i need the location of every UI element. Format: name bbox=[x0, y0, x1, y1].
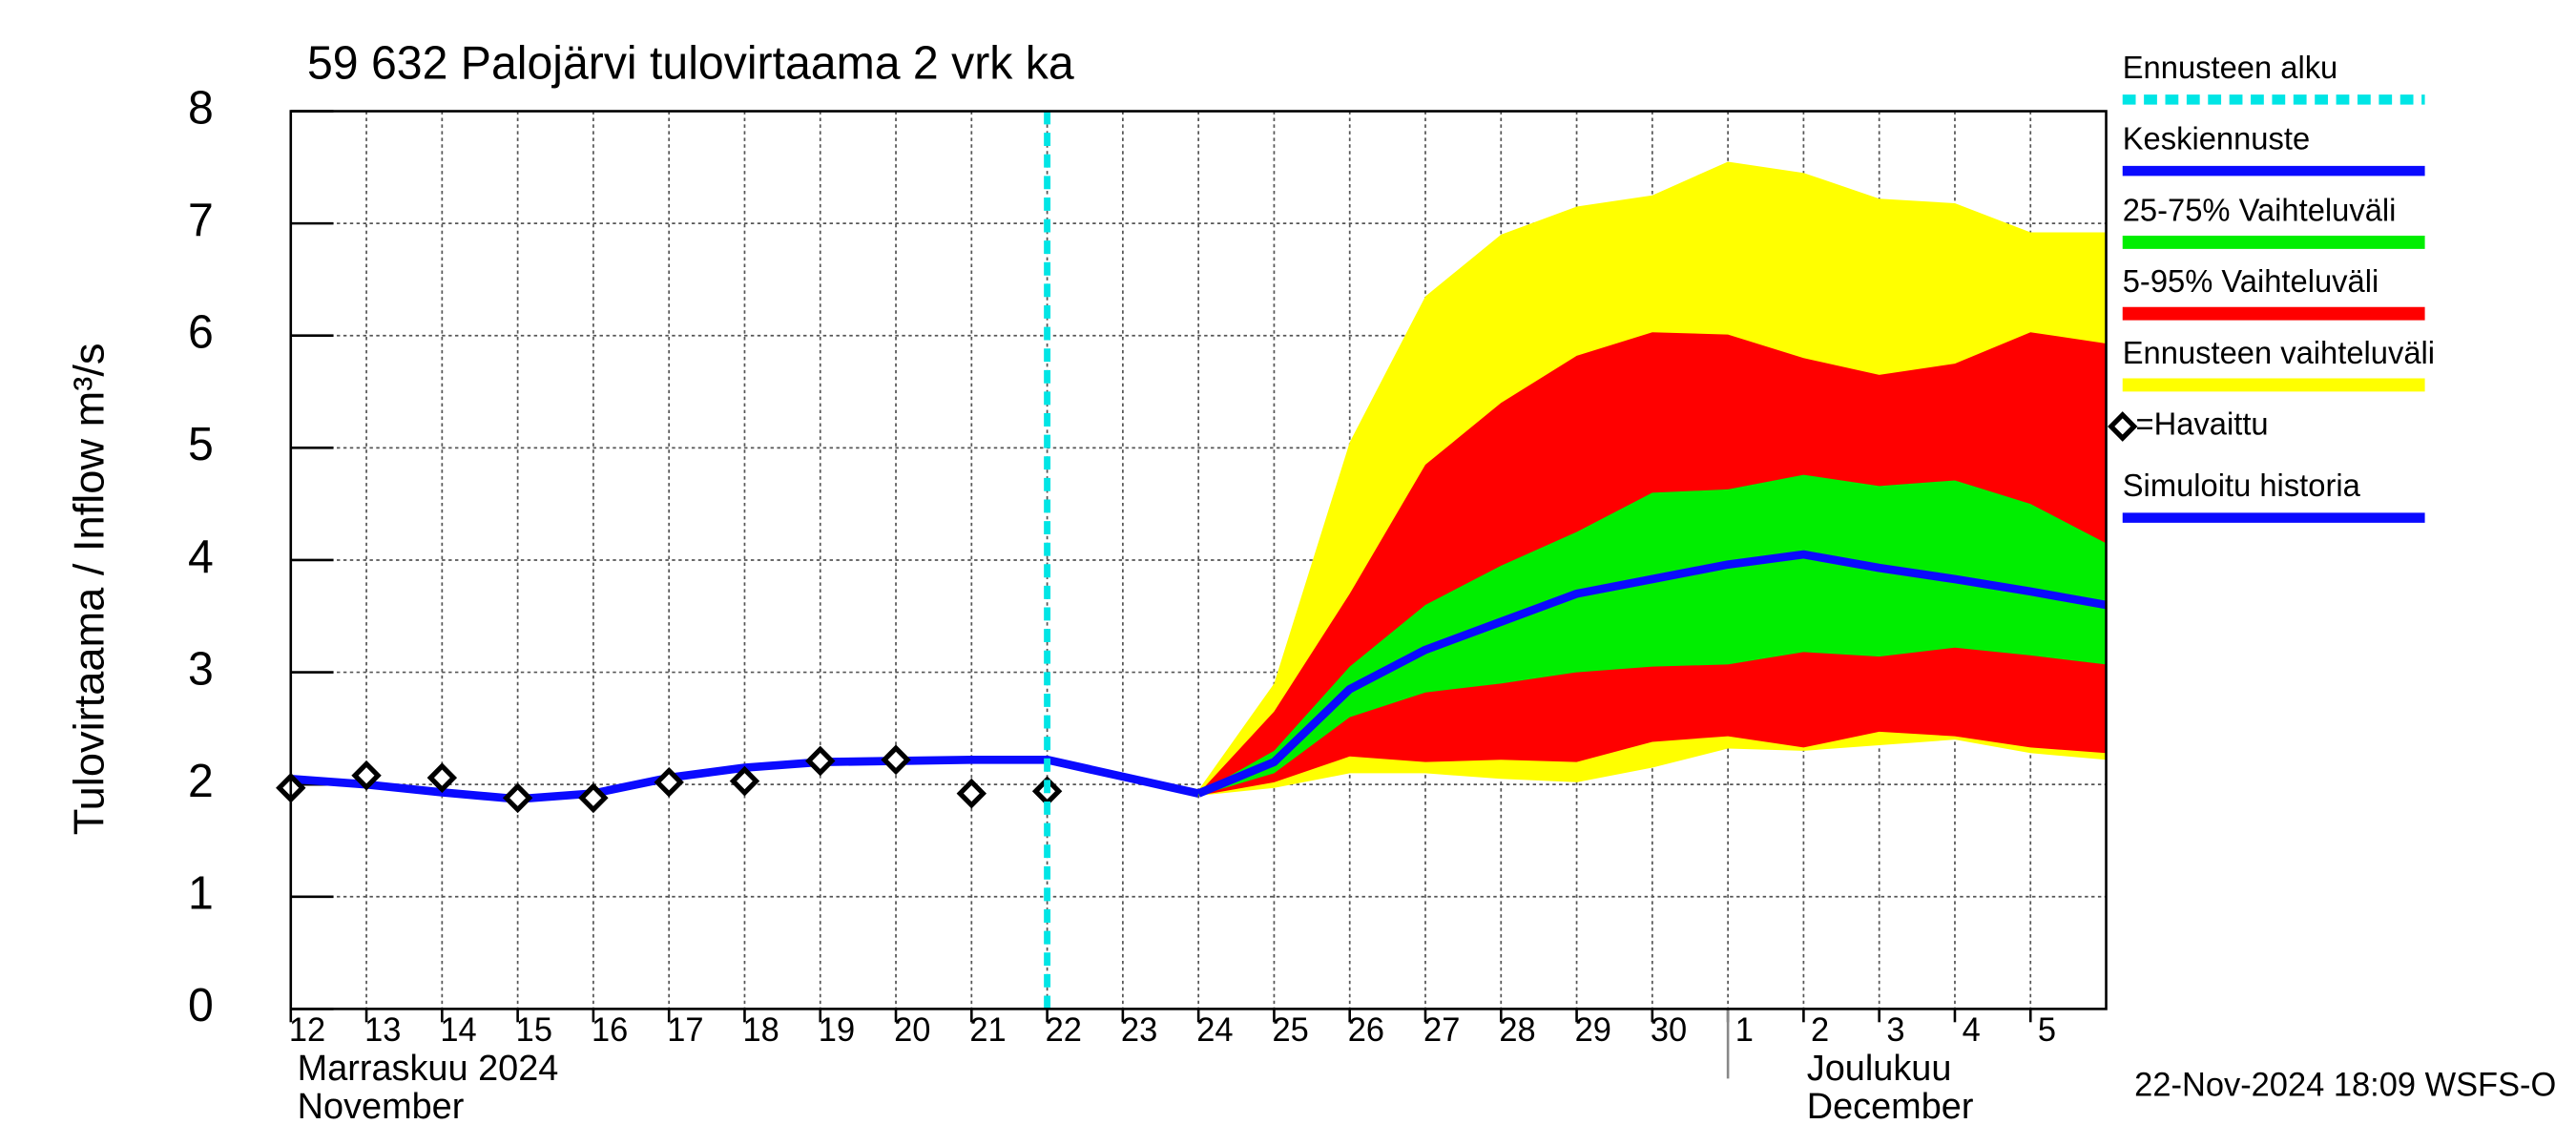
legend-label: Simuloitu historia bbox=[2123, 468, 2361, 503]
chart-title: 59 632 Palojärvi tulovirtaama 2 vrk ka bbox=[307, 37, 1074, 89]
plot-frame bbox=[289, 110, 2108, 1010]
x-tick-label: 16 bbox=[592, 1012, 628, 1049]
x-tick-label: 26 bbox=[1348, 1012, 1384, 1049]
x-tick-label: 12 bbox=[289, 1012, 325, 1049]
marker bbox=[805, 745, 836, 777]
x-tick-label: 18 bbox=[743, 1012, 779, 1049]
legend-label: Keskiennuste bbox=[2123, 120, 2310, 156]
y-tick-label: 4 bbox=[188, 531, 214, 583]
y-tick-label: 3 bbox=[188, 643, 214, 695]
marker bbox=[351, 760, 382, 791]
x-tick-label: 13 bbox=[364, 1012, 401, 1049]
x-tick-label: 24 bbox=[1196, 1012, 1233, 1049]
marker bbox=[654, 766, 684, 798]
x-tick-label: 2 bbox=[1811, 1012, 1829, 1049]
y-tick-label: 7 bbox=[188, 195, 214, 246]
x-tick-label: 19 bbox=[819, 1012, 855, 1049]
x-tick-label: 21 bbox=[969, 1012, 1006, 1049]
legend-label: 5-95% Vaihteluväli bbox=[2123, 263, 2379, 299]
marker bbox=[729, 765, 760, 797]
x-tick-label: 15 bbox=[516, 1012, 552, 1049]
month-sublabel: December bbox=[1807, 1087, 1974, 1127]
month-label: Joulukuu bbox=[1807, 1049, 1952, 1089]
x-tick-label: 27 bbox=[1423, 1012, 1460, 1049]
x-tick-label: 14 bbox=[440, 1012, 476, 1049]
x-tick-label: 29 bbox=[1575, 1012, 1611, 1049]
line bbox=[1196, 550, 2108, 798]
y-tick-label: 0 bbox=[188, 980, 214, 1031]
band bbox=[1198, 474, 2107, 796]
marker bbox=[502, 782, 533, 814]
y-tick-label: 1 bbox=[188, 867, 214, 919]
month-label: Marraskuu 2024 bbox=[298, 1049, 559, 1089]
x-tick-label: 1 bbox=[1735, 1012, 1754, 1049]
x-tick-label: 3 bbox=[1886, 1012, 1904, 1049]
marker bbox=[956, 778, 987, 809]
x-tick-label: 5 bbox=[2038, 1012, 2056, 1049]
legend-marker bbox=[2108, 411, 2138, 442]
marker bbox=[881, 744, 911, 776]
y-tick-label: 6 bbox=[188, 306, 214, 358]
legend-label: 25-75% Vaihteluväli bbox=[2123, 192, 2397, 227]
y-tick-label: 2 bbox=[188, 756, 214, 807]
x-tick-label: 20 bbox=[894, 1012, 930, 1049]
y-tick-label: 8 bbox=[188, 82, 214, 134]
timestamp: 22-Nov-2024 18:09 WSFS-O bbox=[2134, 1067, 2556, 1103]
x-tick-label: 30 bbox=[1651, 1012, 1687, 1049]
x-tick-label: 4 bbox=[1963, 1012, 1981, 1049]
x-tick-label: 22 bbox=[1046, 1012, 1082, 1049]
marker bbox=[426, 762, 458, 793]
legend-label: Ennusteen alku bbox=[2123, 50, 2338, 85]
legend-label: Ennusteen vaihteluväli bbox=[2123, 335, 2435, 370]
y-tick-label: 5 bbox=[188, 419, 214, 470]
x-tick-label: 17 bbox=[667, 1012, 703, 1049]
month-sublabel: November bbox=[298, 1087, 465, 1127]
marker bbox=[578, 782, 609, 814]
x-tick-label: 25 bbox=[1273, 1012, 1309, 1049]
x-tick-label: 23 bbox=[1121, 1012, 1157, 1049]
y-axis-label: Tulovirtaama / Inflow m³/s bbox=[64, 343, 113, 835]
x-tick-label: 28 bbox=[1499, 1012, 1535, 1049]
legend-label: =Havaittu bbox=[2136, 406, 2269, 442]
